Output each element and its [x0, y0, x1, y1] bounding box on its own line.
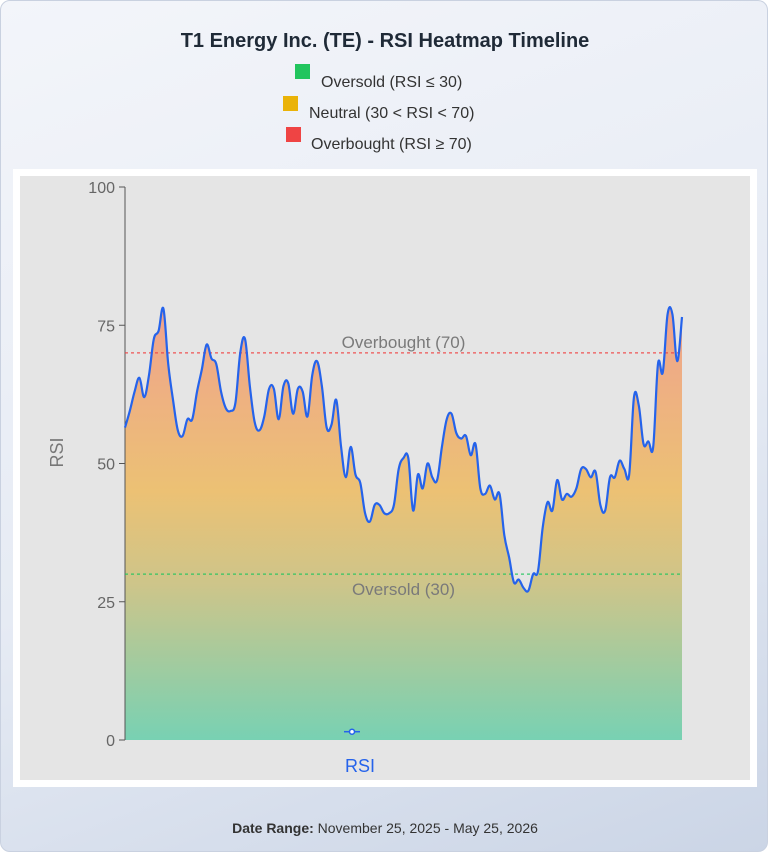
y-tick-label-0: 0 — [106, 733, 115, 750]
rsi-area-fill — [125, 307, 682, 740]
x-category-label: RSI — [345, 756, 375, 776]
y-tick-label-25: 25 — [97, 595, 115, 612]
legend-label-neutral[interactable]: Neutral (30 < RSI < 70) — [309, 105, 475, 122]
threshold-label-30: Oversold (30) — [352, 580, 455, 599]
rsi-marker-point[interactable] — [348, 728, 356, 735]
rsi-line[interactable] — [123, 305, 684, 593]
date-range-footer: Date Range: November 25, 2025 - May 25, … — [1, 820, 767, 836]
y-axis-label: RSI — [47, 437, 67, 467]
legend-swatch-neutral — [283, 96, 298, 111]
legend-label-oversold[interactable]: Oversold (RSI ≤ 30) — [321, 74, 463, 91]
legend-swatch-overbought — [286, 127, 301, 142]
legend-label-overbought[interactable]: Overbought (RSI ≥ 70) — [311, 136, 472, 153]
y-tick-label-100: 100 — [88, 180, 115, 197]
y-tick-label-75: 75 — [97, 318, 115, 335]
chart-title: T1 Energy Inc. (TE) - RSI Heatmap Timeli… — [180, 30, 590, 52]
legend-swatch-oversold — [295, 64, 310, 79]
y-tick-label-50: 50 — [97, 457, 115, 474]
date-range-value: November 25, 2025 - May 25, 2026 — [317, 820, 538, 836]
date-range-label: Date Range: — [232, 820, 314, 836]
threshold-label-70: Overbought (70) — [342, 333, 466, 352]
